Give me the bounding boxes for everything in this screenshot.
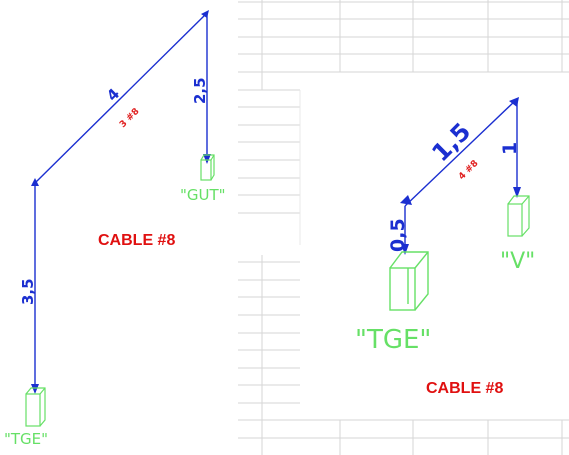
tge-label-small: "TGE" (4, 430, 48, 448)
tge-box-large-icon (389, 251, 429, 311)
left-diagonal-length: 4 (103, 85, 123, 105)
right-diagonal-cable: 4 #8 (457, 159, 480, 182)
right-short-arrowhead (401, 244, 409, 255)
left-drop-length: 2,5 (191, 77, 209, 104)
right-diagram: 1,5 4 #8 0,5 1 "TGE" "V" CABLE #8 (355, 97, 535, 397)
right-drop-arrowhead (513, 187, 521, 198)
left-corner-arrowhead (31, 178, 39, 186)
gut-label: "GUT" (180, 186, 226, 204)
left-vertical-length: 3,5 (19, 278, 37, 305)
left-diagonal-line (34, 12, 208, 184)
right-corner-arrowhead (400, 195, 412, 205)
right-diagonal-length: 1,5 (426, 117, 476, 167)
gut-box-icon (200, 154, 215, 181)
left-cable-label: CABLE #8 (98, 232, 175, 249)
tge-label-large: "TGE" (355, 325, 431, 355)
left-diagonal-cable: 3 #8 (118, 107, 141, 130)
v-label: "V" (500, 249, 535, 274)
grid-lines (238, 0, 569, 455)
v-box-icon (507, 195, 530, 237)
tge-box-small-icon (25, 387, 46, 427)
left-bottom-arrowhead (31, 384, 39, 394)
right-short-length: 0,5 (387, 218, 409, 252)
left-drop-arrowhead (203, 154, 211, 164)
right-diagonal-line (404, 98, 518, 207)
left-diagram: 3,5 4 3 #8 2,5 "GUT" "TGE" CABLE #8 (4, 10, 226, 448)
right-drop-length: 1 (499, 142, 521, 155)
right-cable-label: CABLE #8 (426, 380, 503, 397)
